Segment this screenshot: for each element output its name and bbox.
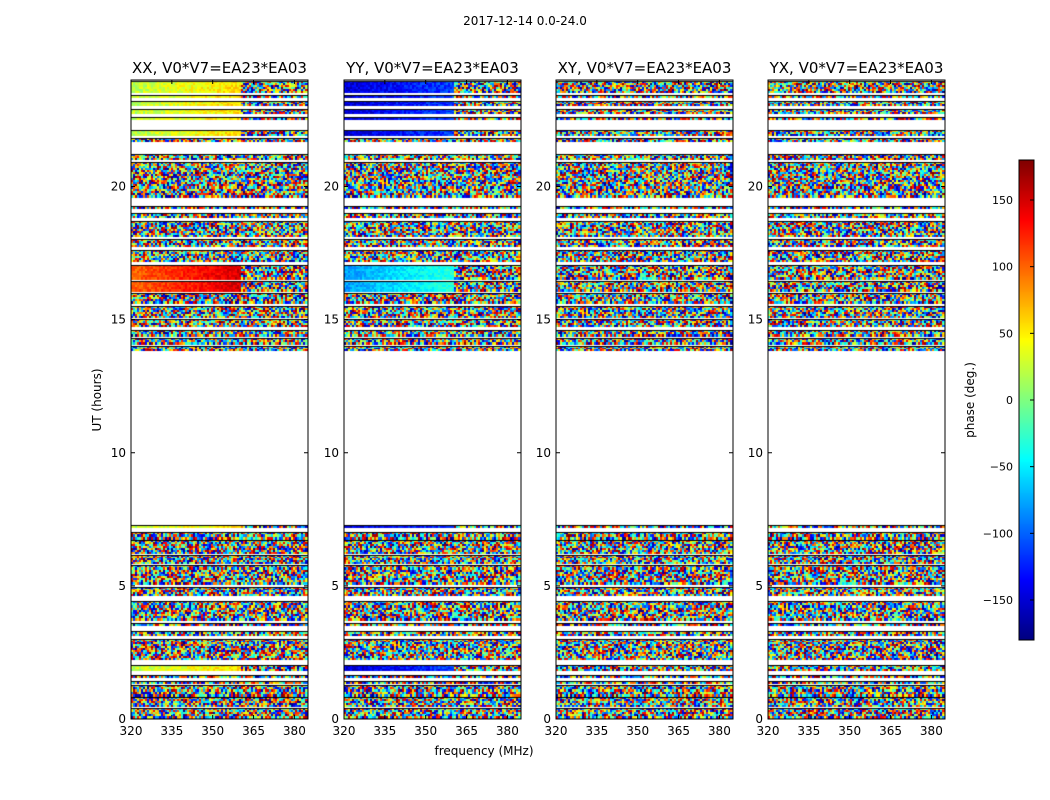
x-tick-label: 335 xyxy=(160,724,183,738)
y-tick-label: 20 xyxy=(324,180,339,194)
panel-0: XX, V0*V7=EA23*EA03 320 335 350 365 380 0 5 10 15… xyxy=(111,59,309,738)
y-tick-label: 15 xyxy=(111,313,126,327)
y-tick-label: 20 xyxy=(748,180,763,194)
colorbar-gradient xyxy=(1019,160,1034,640)
colorbar-tick-label: 0 xyxy=(1006,394,1013,407)
panel-frame xyxy=(767,79,946,720)
x-tick-label: 365 xyxy=(455,724,478,738)
colorbar-tick-label: 50 xyxy=(999,327,1013,340)
x-tick-label: 365 xyxy=(879,724,902,738)
x-tick-label: 380 xyxy=(920,724,943,738)
y-tick-label: 15 xyxy=(536,313,551,327)
y-tick-label: 10 xyxy=(111,446,126,460)
colorbar-tick-label: 150 xyxy=(992,194,1013,207)
y-tick-label: 10 xyxy=(748,446,763,460)
panel-frame xyxy=(555,79,734,720)
panel-heatmap xyxy=(131,80,308,719)
x-tick-label: 350 xyxy=(838,724,861,738)
panel-heatmap xyxy=(344,80,521,719)
panel-heatmap xyxy=(556,80,733,719)
y-tick-label: 5 xyxy=(331,579,339,593)
panel-frame xyxy=(130,79,309,720)
figure-title: 2017-12-14 0.0-24.0 xyxy=(463,14,587,28)
y-axis-label: UT (hours) xyxy=(90,368,104,431)
y-tick-label: 0 xyxy=(755,712,763,726)
y-tick-label: 5 xyxy=(755,579,763,593)
y-tick-label: 20 xyxy=(111,180,126,194)
x-tick-label: 350 xyxy=(414,724,437,738)
panel-heatmap xyxy=(768,80,945,719)
x-tick-label: 380 xyxy=(496,724,519,738)
y-tick-label: 10 xyxy=(324,446,339,460)
panel-2: XY, V0*V7=EA23*EA03 320 335 350 365 380 0 5 10 15… xyxy=(536,59,734,738)
x-axis-label: frequency (MHz) xyxy=(434,744,533,758)
x-tick-label: 350 xyxy=(626,724,649,738)
x-tick-label: 335 xyxy=(797,724,820,738)
y-tick-label: 20 xyxy=(536,180,551,194)
y-tick-label: 10 xyxy=(536,446,551,460)
x-tick-label: 335 xyxy=(585,724,608,738)
colorbar-tick-label: −100 xyxy=(983,527,1013,540)
x-tick-label: 380 xyxy=(708,724,731,738)
x-tick-label: 320 xyxy=(757,724,780,738)
panel-title: XY, V0*V7=EA23*EA03 xyxy=(558,59,732,77)
panels-group: XX, V0*V7=EA23*EA03 320 335 350 365 380 0 5 10 15… xyxy=(111,59,946,738)
panel-frame xyxy=(343,79,522,720)
colorbar: 150 100 50 0 −50 −100 −150 xyxy=(983,159,1035,641)
y-tick-label: 0 xyxy=(118,712,126,726)
panel-1: YY, V0*V7=EA23*EA03 320 335 350 365 380 0 5 10 15… xyxy=(324,59,522,738)
x-tick-label: 380 xyxy=(283,724,306,738)
panel-title: YY, V0*V7=EA23*EA03 xyxy=(345,59,519,77)
panel-title: XX, V0*V7=EA23*EA03 xyxy=(132,59,307,77)
x-tick-label: 320 xyxy=(333,724,356,738)
panel-title: YX, V0*V7=EA23*EA03 xyxy=(769,59,944,77)
x-tick-label: 320 xyxy=(120,724,143,738)
y-tick-label: 15 xyxy=(748,313,763,327)
y-tick-label: 5 xyxy=(118,579,126,593)
x-tick-label: 365 xyxy=(667,724,690,738)
colorbar-label: phase (deg.) xyxy=(963,362,977,438)
colorbar-tick-label: −50 xyxy=(990,461,1013,474)
x-tick-label: 335 xyxy=(373,724,396,738)
y-tick-label: 0 xyxy=(331,712,339,726)
x-tick-label: 365 xyxy=(242,724,265,738)
colorbar-tick-label: 100 xyxy=(992,261,1013,274)
colorbar-tick-label: −150 xyxy=(983,594,1013,607)
x-tick-label: 350 xyxy=(201,724,224,738)
y-tick-label: 15 xyxy=(324,313,339,327)
x-tick-label: 320 xyxy=(545,724,568,738)
y-tick-label: 5 xyxy=(543,579,551,593)
panel-3: YX, V0*V7=EA23*EA03 320 335 350 365 380 0 5 10 15… xyxy=(748,59,946,738)
y-tick-label: 0 xyxy=(543,712,551,726)
